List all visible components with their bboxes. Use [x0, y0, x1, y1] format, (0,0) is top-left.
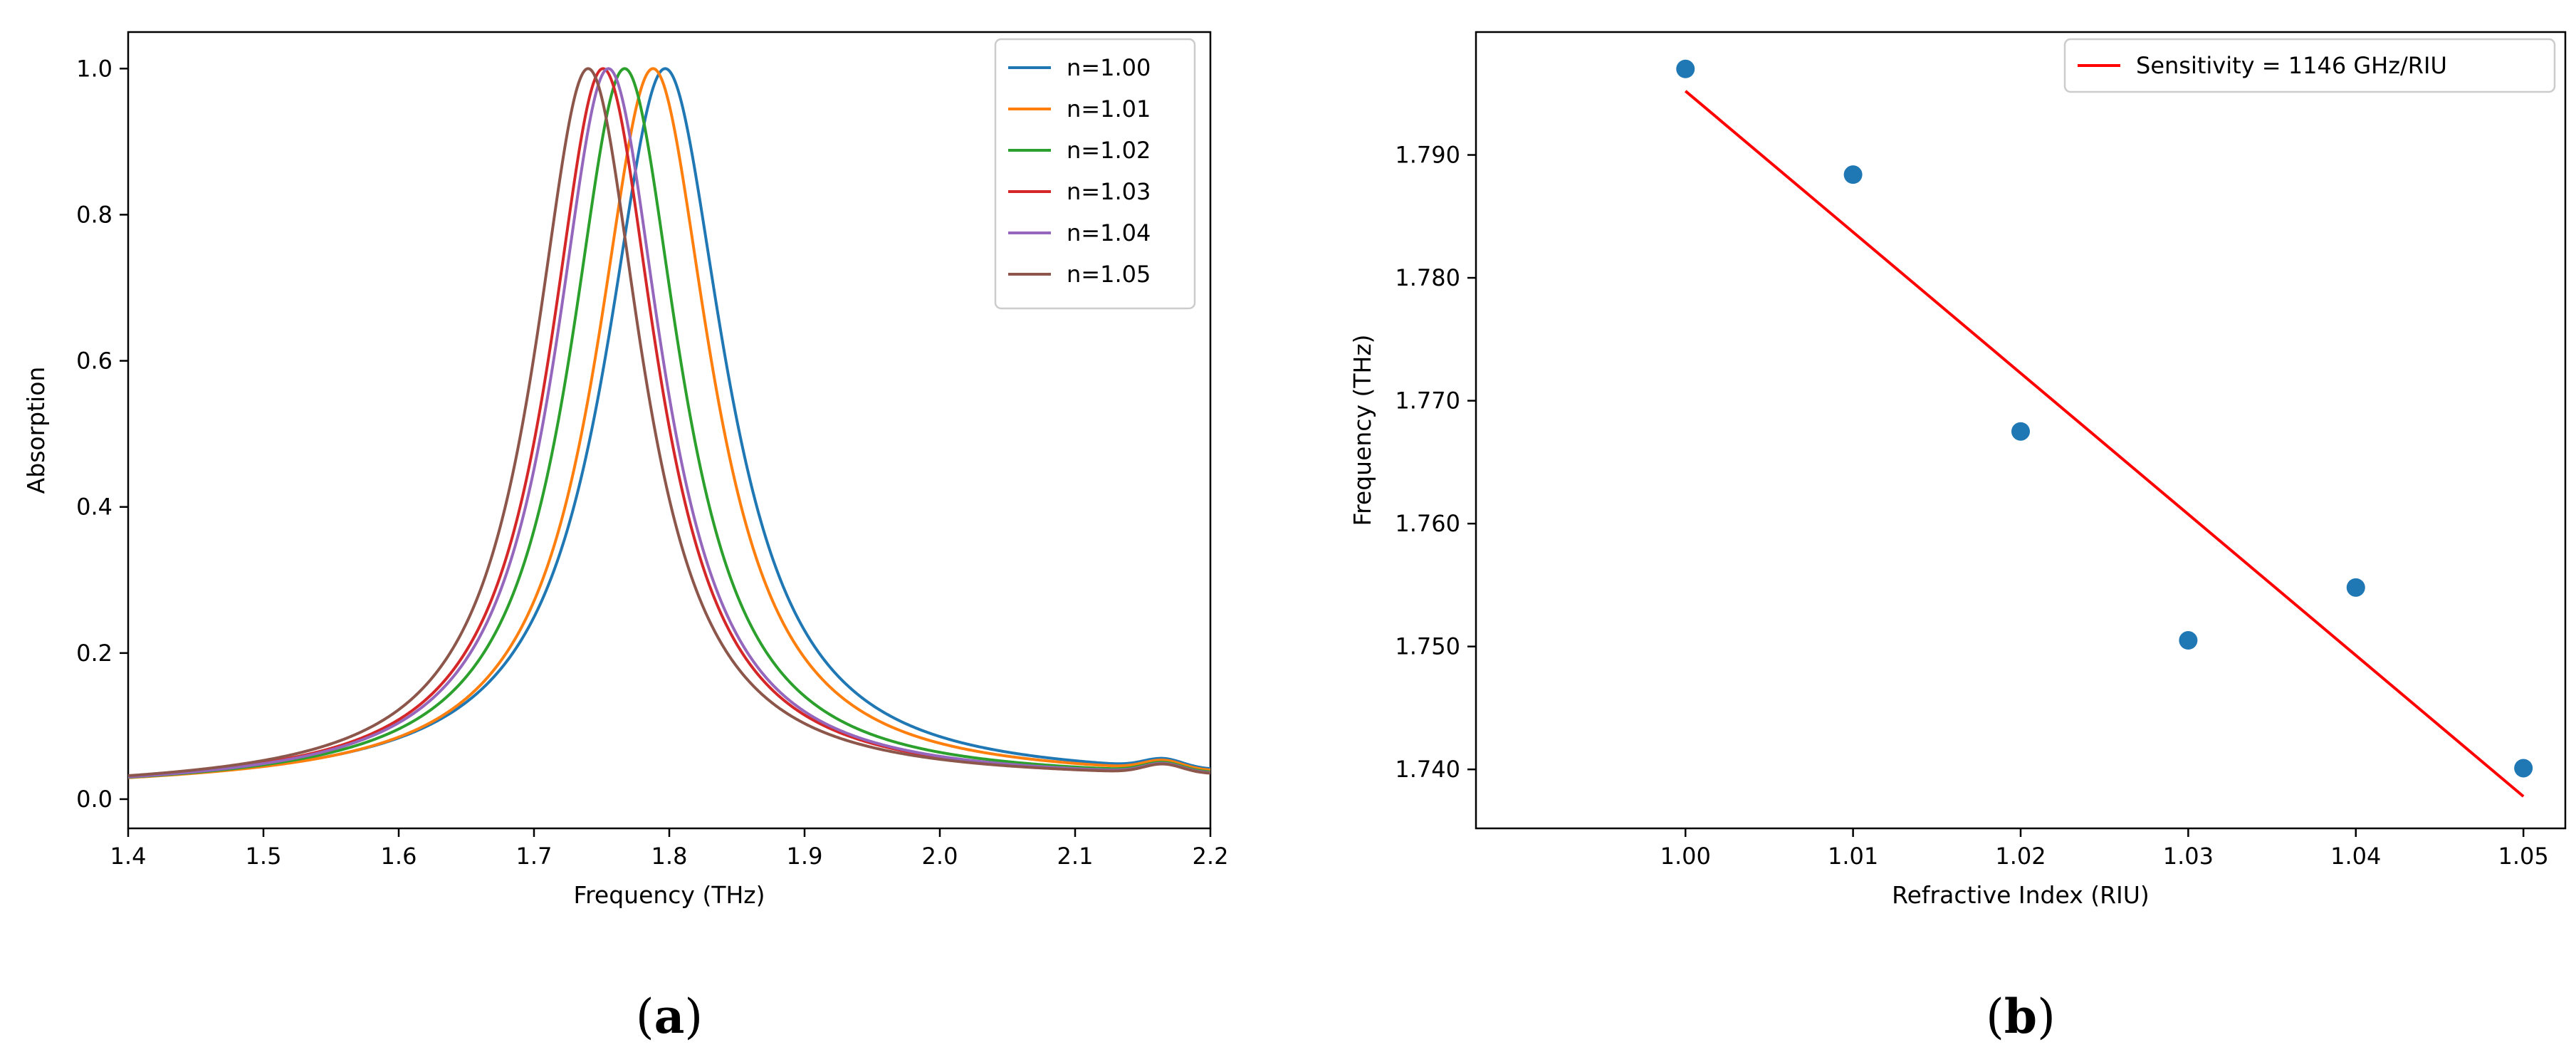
b-y-tick-label: 1.750 [1395, 633, 1460, 660]
a-x-tick-label: 1.8 [651, 843, 688, 870]
b-y-tick-label: 1.790 [1395, 142, 1460, 169]
scatter-point [2514, 759, 2533, 778]
panel-a-legend: n=1.00 n=1.01 n=1.02 n=1.03 n=1.04 n=1.05 [994, 38, 1196, 310]
legend-label: n=1.04 [1067, 219, 1151, 246]
scatter-point [1843, 165, 1863, 184]
legend-label: n=1.00 [1067, 54, 1151, 81]
a-y-tick-label: 0.8 [76, 201, 112, 228]
series-line-n=1.04 [128, 67, 1210, 779]
scatter-point [2179, 631, 2198, 650]
a-x-tick-label: 2.0 [922, 843, 958, 870]
b-x-tick-label: 1.05 [2498, 843, 2549, 870]
scatter-point [2011, 422, 2030, 441]
panel-b-legend-box [2063, 38, 2556, 93]
panel-b-y-axis-label: Frequency (THz) [1349, 334, 1376, 526]
a-y-tick-label: 0.2 [76, 640, 112, 667]
panel-b-caption: (b) [1986, 989, 2056, 1044]
a-x-tick-label: 1.9 [787, 843, 823, 870]
panel-a-y-ticks: 0.0 0.2 0.4 0.6 0.8 1.0 [76, 55, 128, 813]
legend-label: n=1.03 [1067, 178, 1151, 205]
panel-b-series-group [1676, 59, 2533, 798]
panel-a-chart: 1.4 1.5 1.6 1.7 1.8 1.9 2.0 2.1 2.2 0.0 0.2 0.4 0.6… [22, 31, 1229, 909]
b-y-tick-label: 1.740 [1395, 756, 1460, 783]
a-y-tick-label: 0.0 [76, 786, 112, 813]
a-y-tick-label: 0.4 [76, 494, 112, 521]
b-x-tick-label: 1.04 [2330, 843, 2381, 870]
a-x-tick-label: 2.1 [1057, 843, 1094, 870]
a-x-tick-label: 1.6 [381, 843, 417, 870]
series-line-n=1.01 [128, 67, 1210, 779]
panel-b-y-ticks: 1.740 1.750 1.760 1.770 1.780 1.790 [1395, 142, 1476, 783]
legend-label: n=1.01 [1067, 95, 1151, 123]
b-x-tick-label: 1.01 [1828, 843, 1878, 870]
series-line-n=1.05 [128, 67, 1210, 778]
b-x-tick-label: 1.02 [1995, 843, 2046, 870]
a-x-tick-label: 1.4 [110, 843, 147, 870]
b-y-tick-label: 1.780 [1395, 264, 1460, 291]
b-x-tick-label: 1.03 [2163, 843, 2214, 870]
panel-a-y-axis-label: Absorption [22, 367, 50, 494]
b-x-tick-label: 1.00 [1660, 843, 1711, 870]
legend-label: n=1.05 [1067, 261, 1151, 288]
panel-a-legend-box [994, 38, 1196, 310]
panel-a-x-axis-label: Frequency (THz) [573, 881, 765, 909]
series-line-n=1.02 [128, 67, 1210, 779]
a-y-tick-label: 0.6 [76, 348, 112, 375]
panel-b-legend: Sensitivity = 1146 GHz/RIU [2063, 38, 2556, 93]
panel-a-caption: (a) [636, 989, 703, 1044]
b-y-tick-label: 1.770 [1395, 387, 1460, 415]
legend-label: Sensitivity = 1146 GHz/RIU [2136, 52, 2447, 79]
panel-a-x-ticks: 1.4 1.5 1.6 1.7 1.8 1.9 2.0 2.1 2.2 [110, 828, 1229, 870]
panel-b-chart: 1.00 1.01 1.02 1.03 1.04 1.05 1.740 1.750 1.760… [1349, 31, 2567, 909]
a-y-tick-label: 1.0 [76, 55, 112, 82]
scatter-point [1676, 59, 1695, 78]
a-x-tick-label: 1.7 [516, 843, 553, 870]
panel-b-x-axis-label: Refractive Index (RIU) [1892, 881, 2150, 909]
a-x-tick-label: 1.5 [246, 843, 282, 870]
scatter-point [2346, 578, 2365, 597]
b-y-tick-label: 1.760 [1395, 510, 1460, 537]
panel-b-x-ticks: 1.00 1.01 1.02 1.03 1.04 1.05 [1660, 828, 2549, 870]
a-x-tick-label: 2.2 [1193, 843, 1229, 870]
panel-a-series-group [128, 67, 1210, 779]
fit-line [1684, 90, 2525, 798]
legend-label: n=1.02 [1067, 137, 1151, 164]
